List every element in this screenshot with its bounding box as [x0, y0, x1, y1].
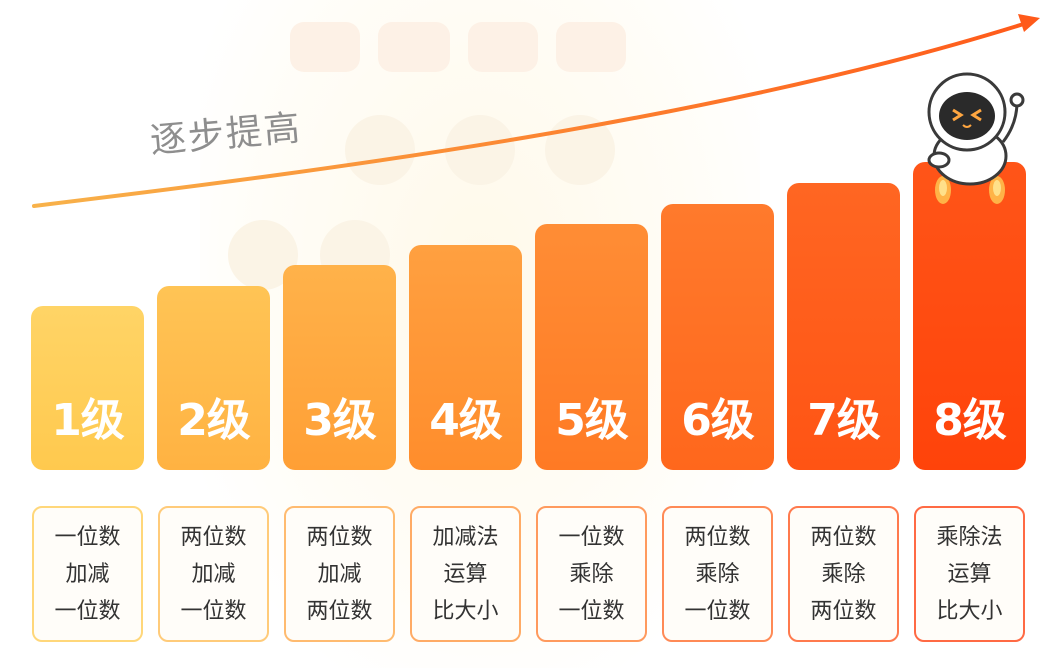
description-line: 加减 — [317, 561, 362, 587]
robot-mascot-icon — [927, 72, 1025, 204]
level-bar-6: 6级 — [661, 204, 774, 470]
level-label: 7级 — [807, 395, 881, 446]
description-line: 一位数 — [684, 598, 751, 624]
level-label: 4级 — [429, 395, 503, 446]
description-line: 加减法 — [432, 524, 499, 550]
description-line: 比大小 — [936, 598, 1003, 624]
description-line: 运算 — [947, 561, 992, 587]
description-line: 乘除 — [569, 561, 614, 587]
level-bar-7: 7级 — [787, 183, 900, 470]
ghost-button — [556, 22, 626, 72]
level-description-5: 一位数 乘除 一位数 — [536, 506, 647, 642]
description-line: 比大小 — [432, 598, 499, 624]
description-line: 两位数 — [306, 524, 373, 550]
description-line: 乘除 — [695, 561, 740, 587]
description-line: 一位数 — [558, 598, 625, 624]
description-line: 两位数 — [684, 524, 751, 550]
description-line: 一位数 — [54, 598, 121, 624]
description-line: 乘除 — [821, 561, 866, 587]
ghost-button — [378, 22, 450, 72]
ghost-button — [290, 22, 360, 72]
ghost-button — [468, 22, 538, 72]
description-line: 一位数 — [54, 524, 121, 550]
level-bar-5: 5级 — [535, 224, 648, 470]
level-label: 5级 — [555, 395, 629, 446]
level-description-7: 两位数 乘除 两位数 — [788, 506, 899, 642]
level-label: 1级 — [51, 395, 125, 446]
description-line: 运算 — [443, 561, 488, 587]
level-description-3: 两位数 加减 两位数 — [284, 506, 395, 642]
description-line: 加减 — [191, 561, 236, 587]
level-description-4: 加减法 运算 比大小 — [410, 506, 521, 642]
level-label: 6级 — [681, 395, 755, 446]
description-line: 两位数 — [306, 598, 373, 624]
level-bar-8: 8级 — [913, 162, 1026, 470]
description-line: 一位数 — [180, 598, 247, 624]
ghost-digit — [345, 115, 415, 185]
arrow-head-icon — [1018, 14, 1040, 32]
level-description-6: 两位数 乘除 一位数 — [662, 506, 773, 642]
description-line: 乘除法 — [936, 524, 1003, 550]
description-line: 加减 — [65, 561, 110, 587]
level-bar-1: 1级 — [31, 306, 144, 470]
level-bar-4: 4级 — [409, 245, 522, 470]
level-label: 3级 — [303, 395, 377, 446]
level-label: 8级 — [933, 395, 1007, 446]
description-line: 两位数 — [180, 524, 247, 550]
level-description-2: 两位数 加减 一位数 — [158, 506, 269, 642]
description-line: 两位数 — [810, 524, 877, 550]
level-description-1: 一位数 加减 一位数 — [32, 506, 143, 642]
description-line: 两位数 — [810, 598, 877, 624]
level-label: 2级 — [177, 395, 251, 446]
level-bar-3: 3级 — [283, 265, 396, 470]
description-line: 一位数 — [558, 524, 625, 550]
level-description-8: 乘除法 运算 比大小 — [914, 506, 1025, 642]
level-bar-2: 2级 — [157, 286, 270, 470]
